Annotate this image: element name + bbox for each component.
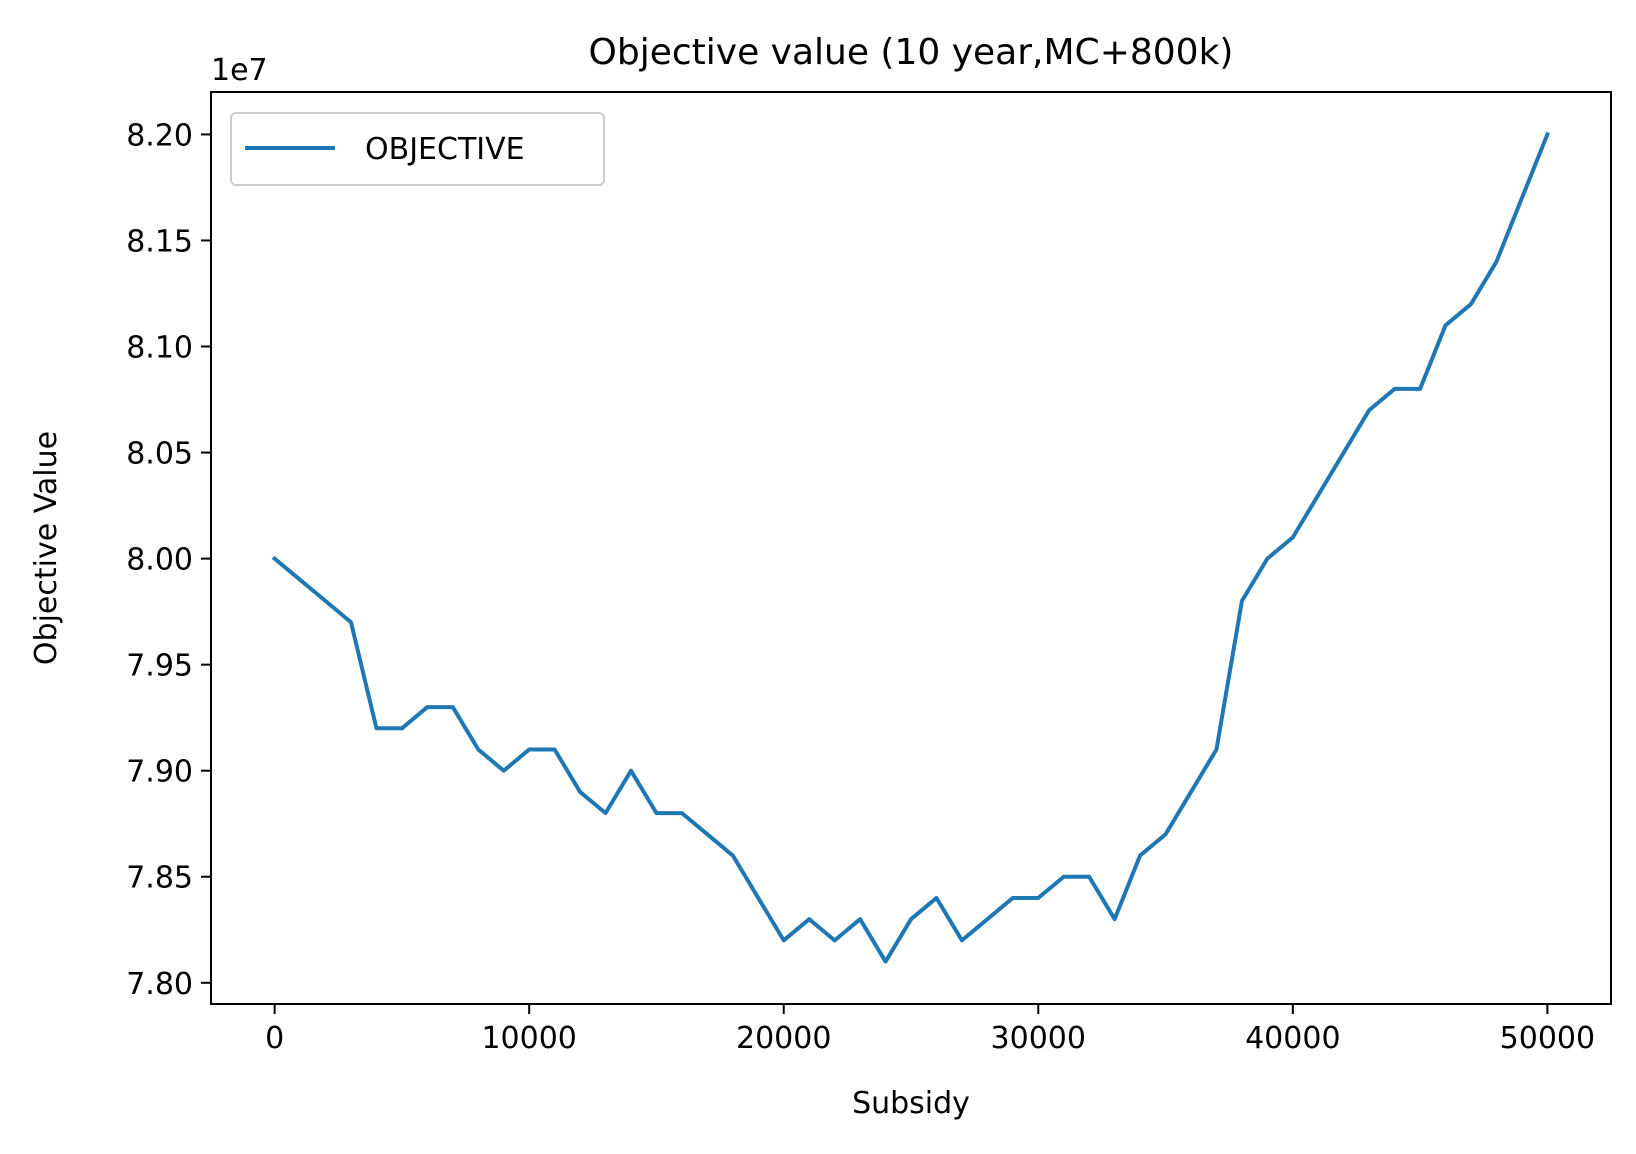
legend: OBJECTIVE	[230, 112, 605, 186]
y-tick-label: 8.15	[126, 224, 193, 259]
y-tick-label: 7.80	[126, 967, 193, 1002]
x-tick-label: 30000	[991, 1021, 1086, 1056]
x-tick-label: 20000	[736, 1021, 831, 1056]
y-axis-label: Objective Value	[29, 431, 64, 665]
y-tick-label: 7.95	[126, 649, 193, 684]
x-tick-label: 40000	[1245, 1021, 1340, 1056]
y-tick-label: 8.10	[126, 331, 193, 366]
x-tick-label: 0	[265, 1021, 284, 1056]
legend-box	[230, 112, 605, 186]
x-tick-label: 50000	[1500, 1021, 1595, 1056]
y-tick-label: 8.00	[126, 543, 193, 578]
series-layer	[271, 131, 1550, 964]
series-line-objective	[271, 131, 1550, 964]
y-tick-label: 8.05	[126, 437, 193, 472]
y-tick-label: 7.85	[126, 861, 193, 896]
x-axis-label: Subsidy	[852, 1086, 970, 1121]
plot-frame	[210, 91, 1612, 1005]
legend-label-objective: OBJECTIVE	[365, 132, 525, 167]
ticks-layer: 0 10000 20000 30000 40000 50000 7.80 7.85 7.90 7.…	[126, 118, 1595, 1056]
y-tick-label: 7.90	[126, 755, 193, 790]
y-tick-label: 8.20	[126, 118, 193, 153]
x-tick-label: 10000	[481, 1021, 576, 1056]
chart-title: Objective value (10 year,MC+800k)	[589, 32, 1234, 73]
y-offset-text: 1e7	[211, 53, 268, 88]
